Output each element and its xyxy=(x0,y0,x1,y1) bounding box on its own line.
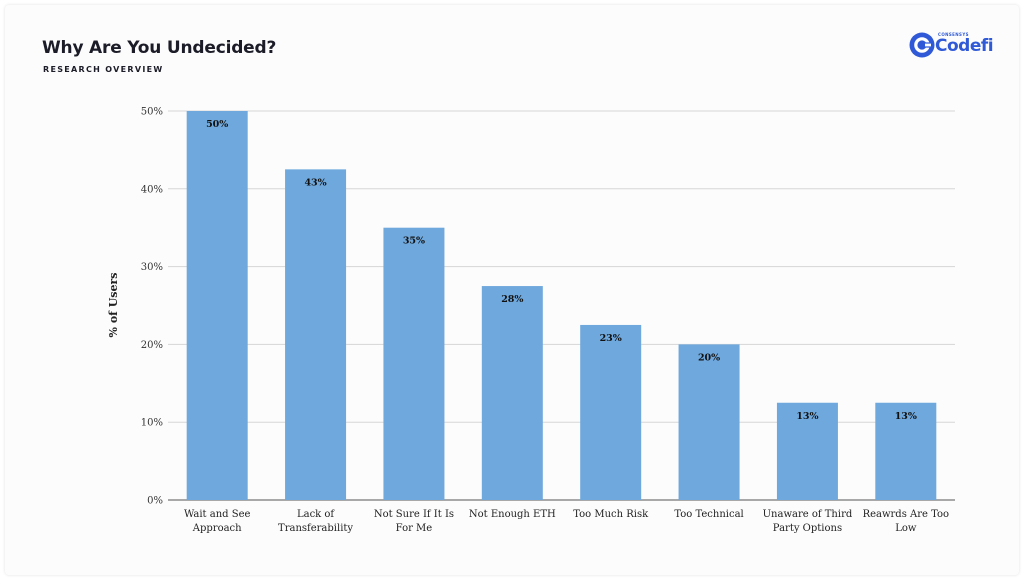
bar-data-label: 23% xyxy=(600,333,622,344)
y-axis-title: % of Users xyxy=(107,273,120,338)
bar xyxy=(678,344,740,500)
bar-data-labels: 50% 43% 35% 28% 23% 20% 13% 13% xyxy=(206,119,917,422)
bar xyxy=(580,324,642,500)
bar-data-label: 28% xyxy=(501,294,523,305)
x-category-label: Unaware of Third Party Options xyxy=(763,509,853,534)
bar xyxy=(875,402,937,500)
bar-data-label: 13% xyxy=(895,411,917,422)
y-tick-label: 20% xyxy=(141,340,163,351)
y-tick-label: 10% xyxy=(141,418,163,429)
y-tick-label: 0% xyxy=(147,496,163,507)
bar xyxy=(186,111,248,500)
x-category-label: Too Much Risk xyxy=(573,509,649,520)
x-category-label: Reawrds Are Too Low xyxy=(863,509,950,534)
bar-data-label: 35% xyxy=(403,236,425,247)
x-category-label: Not Enough ETH xyxy=(469,509,556,520)
bar xyxy=(285,169,347,500)
codefi-logo-icon xyxy=(909,32,935,58)
chart-title: Why Are You Undecided? xyxy=(42,38,277,58)
bar-data-label: 20% xyxy=(698,352,720,363)
x-axis-category-labels: Wait and See Approach Lack of Transferabili… xyxy=(184,509,949,534)
bar xyxy=(383,227,445,500)
x-category-label: Too Technical xyxy=(674,509,743,520)
bar xyxy=(776,402,838,500)
x-category-label: Wait and See Approach xyxy=(184,509,251,534)
codefi-logo: CONSENSYS Codefi xyxy=(908,30,994,60)
y-tick-label: 40% xyxy=(141,184,163,195)
y-axis-ticks: 0% 10% 20% 30% 40% 50% xyxy=(141,107,163,507)
y-tick-label: 50% xyxy=(141,107,163,118)
bar-data-label: 43% xyxy=(304,177,326,188)
chart-subtitle: RESEARCH OVERVIEW xyxy=(43,65,164,74)
x-category-label: Lack of Transferability xyxy=(278,509,353,534)
logo-brand-name: Codefi xyxy=(935,36,994,56)
bar-data-label: 50% xyxy=(206,119,228,130)
bar-data-label: 13% xyxy=(796,411,818,422)
y-tick-label: 30% xyxy=(141,262,163,273)
x-category-label: Not Sure If It Is For Me xyxy=(374,509,454,534)
chart-bars xyxy=(186,111,937,500)
bar xyxy=(481,286,543,500)
logo-brand-small: CONSENSYS xyxy=(938,32,969,37)
